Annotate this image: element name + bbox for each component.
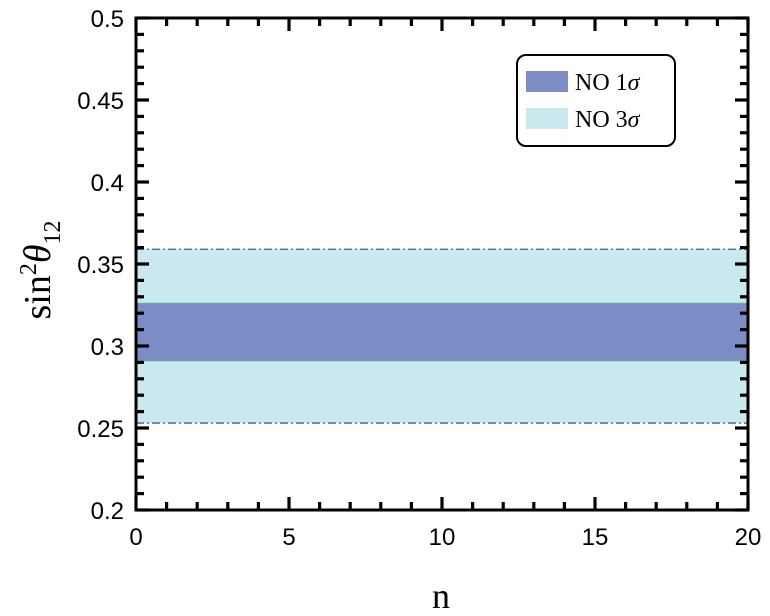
- x-tick-label: 15: [582, 524, 609, 551]
- y-axis-title-symbol: θ: [17, 244, 59, 263]
- y-tick-labels: 0.2 0.25 0.3 0.35 0.4 0.45 0.5: [77, 6, 124, 525]
- y-axis-title-sub: 12: [40, 220, 66, 244]
- y-tick-label: 0.45: [77, 88, 124, 115]
- y-tick-label: 0.4: [91, 170, 124, 197]
- x-tick-labels: 0 5 10 15 20: [129, 524, 761, 551]
- x-tick-label: 0: [129, 524, 142, 551]
- legend: NO 1σ NO 3σ: [516, 54, 676, 147]
- x-tick-label: 20: [735, 524, 762, 551]
- y-tick-label: 0.25: [77, 416, 124, 443]
- legend-label-no-1sigma-main: NO 1: [575, 70, 628, 96]
- legend-label-no-3sigma: NO 3σ: [575, 107, 641, 133]
- x-tick-label: 10: [429, 524, 456, 551]
- plot-frame: [134, 16, 750, 512]
- y-tick-label: 0.3: [91, 334, 124, 361]
- y-axis-title: sin2θ12: [16, 220, 66, 319]
- legend-label-no-1sigma-sym: σ: [628, 70, 641, 96]
- y-axis-title-sup: 2: [16, 263, 42, 275]
- y-tick-label: 0.2: [91, 498, 124, 525]
- band-no-1sigma: [136, 303, 748, 361]
- y-axis-title-base: sin: [17, 275, 59, 319]
- x-axis-title: n: [432, 576, 450, 616]
- legend-label-no-1sigma: NO 1σ: [575, 70, 641, 96]
- legend-swatch-no-3sigma: [526, 108, 568, 129]
- bands-layer: [136, 248, 748, 424]
- legend-label-no-3sigma-sym: σ: [628, 107, 641, 133]
- legend-swatch-no-1sigma: [526, 71, 568, 92]
- y-tick-label: 0.35: [77, 252, 124, 279]
- y-tick-label: 0.5: [91, 6, 124, 33]
- legend-label-no-3sigma-main: NO 3: [575, 107, 628, 133]
- x-tick-label: 5: [282, 524, 295, 551]
